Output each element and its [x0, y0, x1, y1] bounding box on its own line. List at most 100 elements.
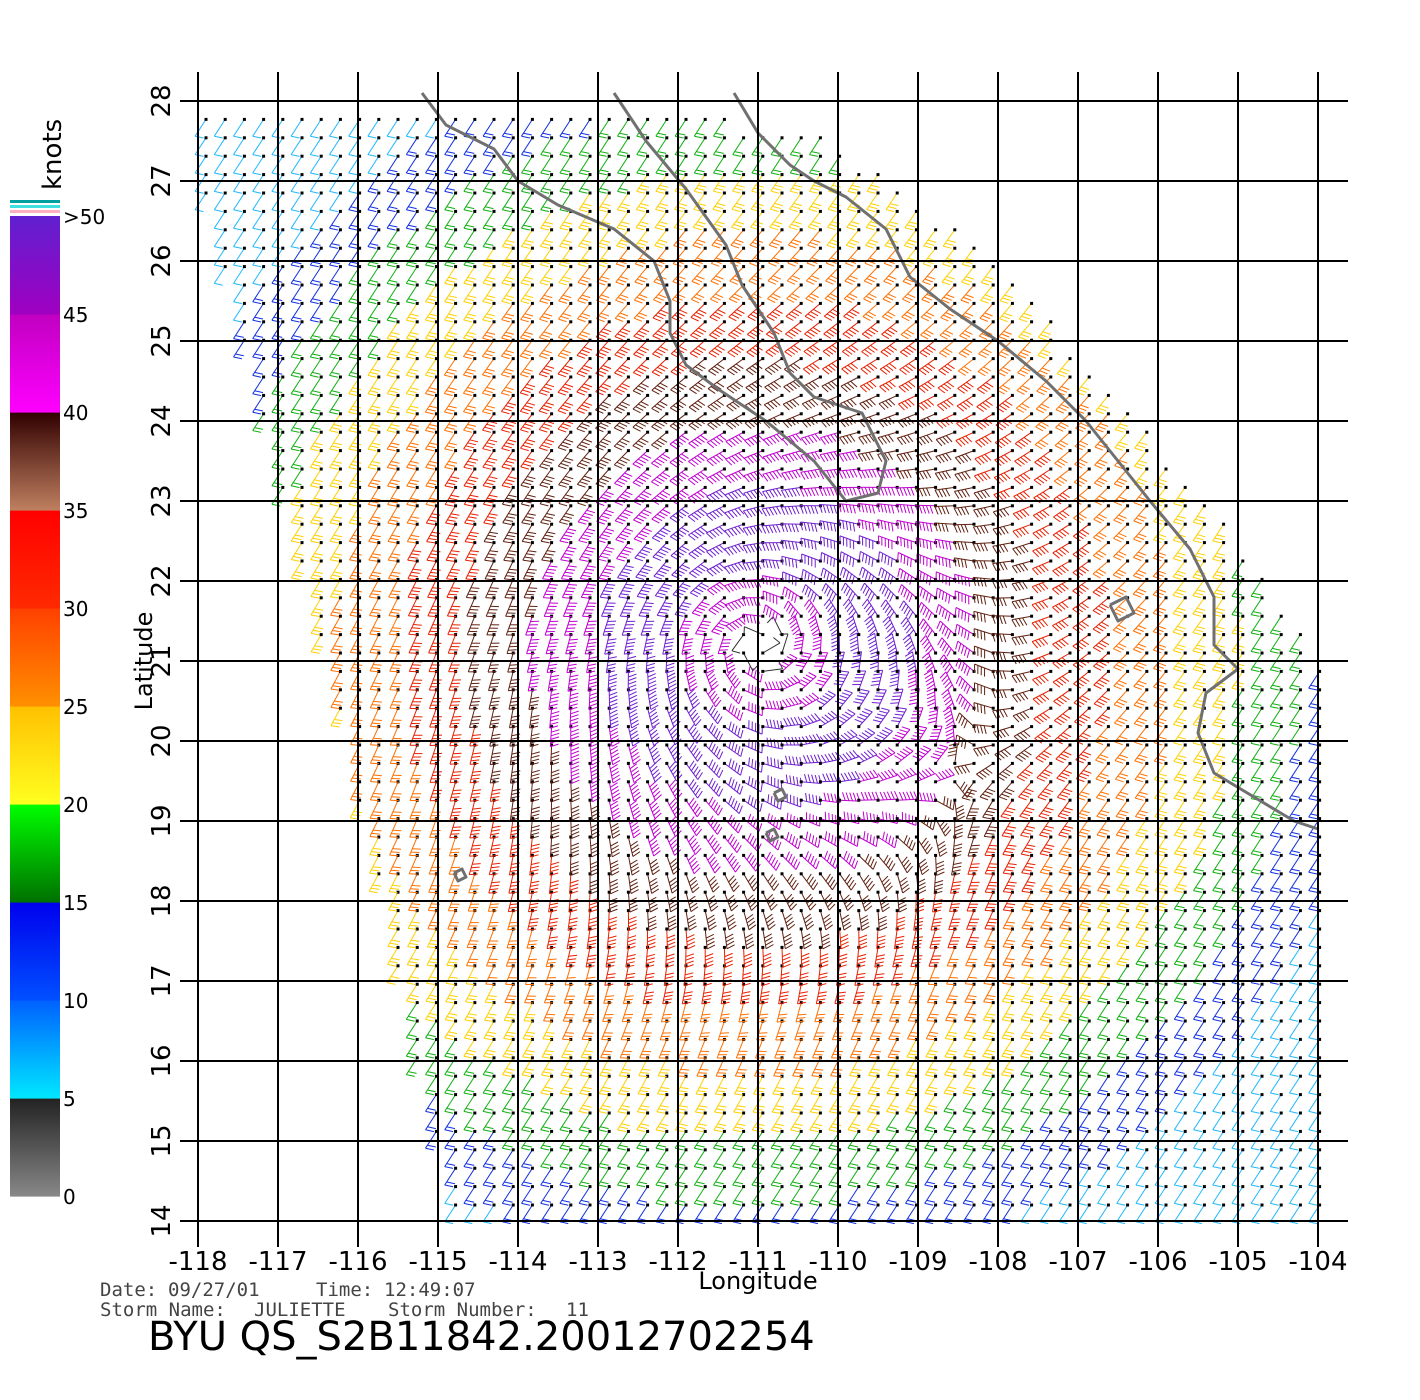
wind-barb [1020, 1039, 1033, 1057]
wind-cell-dot [1164, 964, 1168, 968]
wind-barb [1250, 1167, 1263, 1186]
wind-cell-dot [569, 909, 573, 913]
wind-barb-feather [1308, 1166, 1318, 1169]
wind-barb-feather [820, 953, 829, 958]
wind-cell-dot [1164, 1203, 1168, 1207]
wind-barb-feather [890, 1068, 900, 1071]
wind-barb-feather [1061, 942, 1070, 946]
wind-barb-feather [715, 1163, 724, 1166]
wind-barb-feather [1135, 1184, 1145, 1188]
wind-cell-dot [473, 1093, 477, 1097]
wind-barb [1212, 947, 1225, 965]
wind-barb-feather [1041, 1107, 1051, 1111]
wind-barb-feather [811, 1163, 820, 1166]
wind-barb-feather [636, 1221, 646, 1225]
wind-cell-dot [742, 1185, 746, 1189]
wind-barb-feather [797, 1013, 807, 1016]
wind-barb-feather [1118, 868, 1128, 872]
wind-barb [944, 1020, 956, 1039]
wind-cell-dot [1260, 927, 1264, 931]
wind-barb-feather [870, 1071, 879, 1074]
wind-barb-feather [886, 1202, 895, 1206]
wind-barb [815, 984, 821, 1004]
wind-barb [655, 1149, 668, 1167]
wind-barb-feather [1041, 831, 1050, 835]
wind-cell-dot [569, 945, 573, 949]
wind-cell-dot [972, 982, 976, 986]
wind-barb-feather [1308, 1037, 1318, 1041]
wind-barb [540, 1186, 553, 1204]
wind-barb [1173, 1075, 1186, 1094]
wind-barb-feather [715, 1199, 724, 1203]
wind-cell-dot [1279, 1185, 1283, 1189]
wind-barb-feather [467, 998, 476, 1001]
wind-barb-feather [1231, 1110, 1241, 1114]
wind-barb-feather [465, 1089, 475, 1093]
wind-barb-feather [610, 822, 619, 829]
wind-cell-dot [454, 964, 458, 968]
wind-barb-feather [929, 1013, 939, 1016]
wind-cell-dot [1106, 835, 1110, 839]
wind-barb-feather [928, 998, 938, 1001]
wind-barb [627, 836, 634, 857]
wind-barb [1039, 1094, 1052, 1112]
wind-barb-feather [936, 867, 945, 873]
wind-barb-feather [950, 891, 959, 894]
wind-cell-dot [780, 1001, 784, 1005]
wind-barb-feather [1193, 982, 1203, 985]
wind-cell-dot [1010, 1129, 1014, 1133]
wind-barb-feather [636, 1184, 646, 1188]
wind-barb [546, 928, 553, 949]
wind-barb-feather [1024, 1049, 1034, 1053]
wind-cell-dot [1106, 909, 1110, 913]
wind-barb [1154, 1094, 1167, 1112]
wind-barb-feather [899, 877, 907, 884]
wind-cell-dot [626, 1111, 630, 1115]
wind-barb-feather [949, 995, 958, 997]
wind-barb-feather [748, 924, 757, 931]
wind-barb-feather [954, 824, 963, 829]
wind-barb-feather [1193, 1018, 1203, 1022]
wind-barb-feather [1080, 1163, 1089, 1166]
wind-barb-feather [704, 972, 713, 976]
wind-barb [1039, 1131, 1052, 1149]
wind-barb-feather [425, 1129, 435, 1133]
wind-barb-feather [714, 824, 721, 832]
wind-cell-dot [1049, 1111, 1053, 1115]
wind-barb-feather [1252, 997, 1262, 1001]
wind-barb-feather [1023, 924, 1033, 927]
wind-barb [1212, 1204, 1225, 1223]
wind-barb [620, 1020, 629, 1040]
colorbar-band [10, 902, 60, 1001]
wind-barb-feather [586, 961, 596, 964]
wind-cell-dot [492, 1001, 496, 1005]
wind-barb-feather [1025, 902, 1034, 906]
wind-barb-feather [824, 831, 828, 840]
wind-barb-feather [675, 1129, 684, 1133]
wind-barb-feather [896, 923, 905, 928]
wind-barb-feather [931, 928, 940, 931]
wind-barb-feather [371, 832, 381, 835]
wind-barb [794, 1020, 802, 1041]
wind-cell-dot [1260, 1185, 1264, 1189]
wind-barb [1116, 1112, 1129, 1131]
wind-barb-feather [1154, 853, 1164, 857]
wind-cell-dot [991, 1093, 995, 1097]
wind-cell-dot [1202, 1166, 1206, 1170]
wind-barb-feather [1158, 884, 1168, 887]
wind-barb-feather [1003, 909, 1012, 912]
wind-barb-feather [850, 1090, 860, 1093]
wind-barb [947, 928, 956, 948]
wind-cell-dot [1183, 945, 1187, 949]
wind-barb-feather [531, 862, 540, 865]
wind-barb-feather [564, 1068, 573, 1071]
wind-barb-feather [1120, 920, 1130, 924]
wind-barb [1250, 983, 1263, 1002]
wind-cell-dot [665, 927, 669, 931]
wind-barb-feather [447, 946, 456, 949]
wind-barb [528, 873, 533, 894]
wind-barb-feather [896, 920, 906, 924]
wind-barb-feather [882, 831, 885, 841]
wind-barb [1020, 1204, 1033, 1223]
wind-barb [877, 855, 892, 872]
